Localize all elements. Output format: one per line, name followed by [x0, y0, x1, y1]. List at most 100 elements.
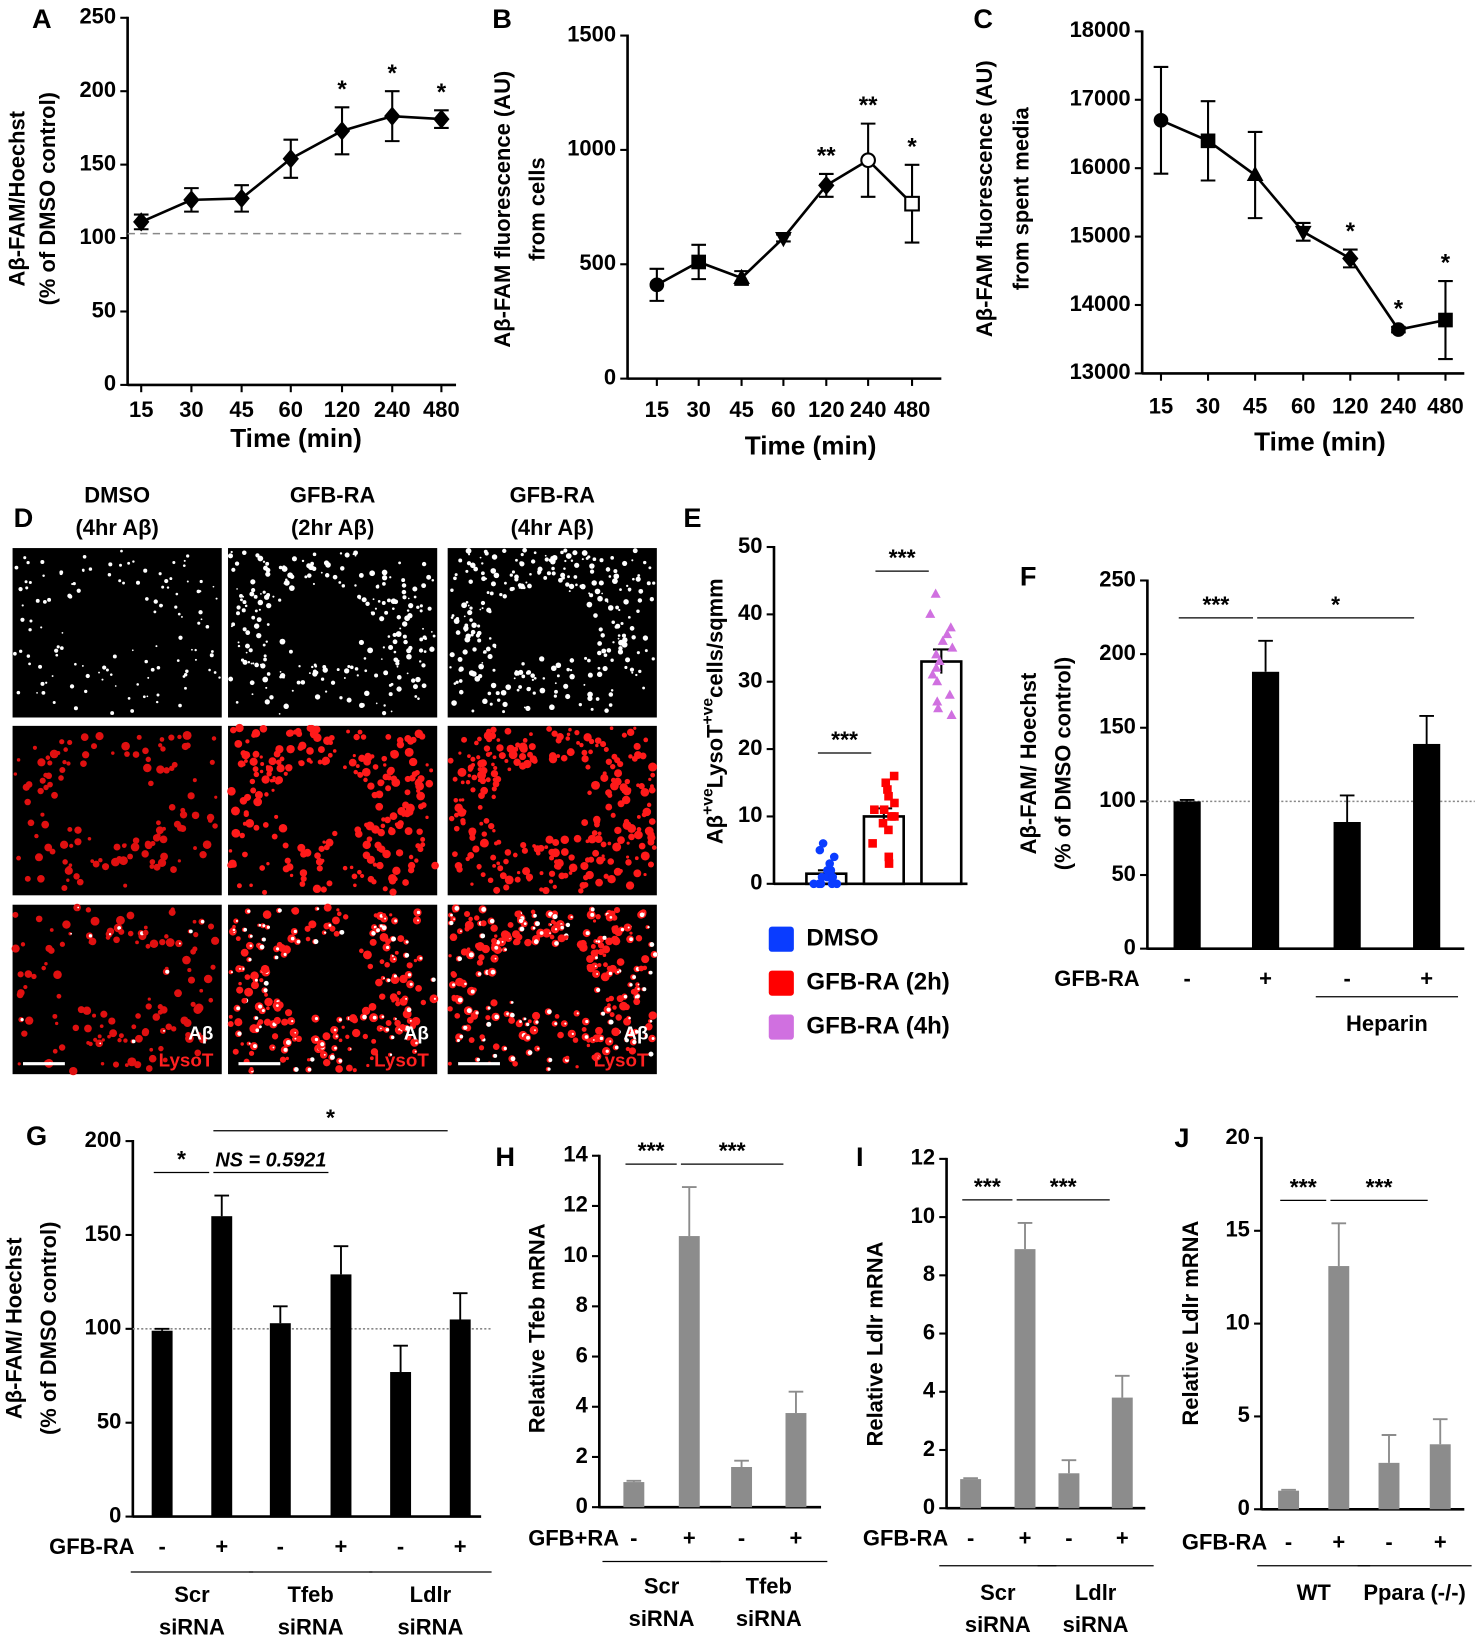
- puncta: [460, 948, 469, 956]
- y-axis-label: from spent media: [1009, 106, 1034, 290]
- puncta: [609, 1012, 615, 1018]
- puncta: [239, 832, 245, 839]
- puncta: [572, 550, 578, 556]
- puncta: [178, 703, 182, 708]
- puncta: [199, 579, 203, 584]
- y-axis-label: Aβ-FAM fluorescence (AU): [972, 60, 997, 337]
- puncta: [109, 673, 113, 676]
- puncta: [299, 881, 306, 887]
- puncta: [605, 1049, 609, 1053]
- puncta: [402, 595, 407, 600]
- puncta: [82, 554, 87, 559]
- puncta: [581, 558, 584, 561]
- puncta: [322, 664, 327, 669]
- puncta: [416, 791, 426, 801]
- error-bar: [452, 1292, 468, 1320]
- y-tick-label: 14000: [1070, 291, 1131, 316]
- puncta: [238, 981, 242, 986]
- marker: [282, 149, 299, 169]
- marker: [233, 188, 250, 209]
- puncta: [389, 888, 397, 896]
- puncta: [605, 937, 613, 946]
- puncta: [358, 573, 364, 578]
- puncta: [473, 566, 478, 572]
- puncta: [480, 933, 486, 939]
- puncta: [158, 1045, 164, 1052]
- x-tick-label: 60: [1291, 394, 1315, 419]
- micrograph: [447, 725, 657, 896]
- condition-label: +: [1332, 1530, 1345, 1555]
- puncta: [456, 866, 463, 873]
- puncta: [135, 940, 139, 945]
- puncta: [51, 791, 58, 799]
- puncta: [421, 583, 427, 589]
- puncta: [635, 982, 640, 987]
- puncta: [283, 1047, 288, 1052]
- puncta: [590, 912, 595, 917]
- puncta: [28, 581, 32, 585]
- puncta: [278, 565, 283, 570]
- y-tick-label: 12: [911, 1145, 935, 1170]
- puncta: [322, 1032, 331, 1041]
- puncta: [409, 1022, 417, 1030]
- puncta: [542, 886, 550, 895]
- puncta: [432, 634, 436, 638]
- condition-label: +: [1420, 966, 1433, 991]
- error-bar: [1114, 1374, 1130, 1398]
- puncta: [452, 851, 458, 858]
- y-tick-label: 16000: [1070, 154, 1131, 179]
- error-bar: [333, 1245, 349, 1275]
- puncta: [601, 592, 603, 595]
- puncta: [142, 695, 146, 699]
- puncta: [389, 913, 393, 917]
- puncta: [320, 571, 323, 574]
- puncta: [85, 673, 90, 679]
- puncta: [586, 963, 596, 973]
- puncta: [16, 758, 21, 762]
- puncta: [71, 582, 74, 586]
- puncta: [476, 1057, 481, 1062]
- group-label: siRNA: [159, 1614, 225, 1639]
- puncta: [551, 566, 555, 571]
- puncta: [112, 1061, 120, 1068]
- puncta: [277, 908, 282, 913]
- puncta: [196, 589, 201, 594]
- puncta: [380, 1027, 382, 1030]
- puncta: [416, 828, 423, 835]
- group-label: Scr: [980, 1580, 1016, 1605]
- puncta: [92, 1013, 97, 1018]
- puncta: [589, 674, 593, 678]
- puncta: [490, 924, 498, 932]
- puncta: [421, 663, 426, 668]
- puncta: [61, 631, 64, 634]
- puncta: [592, 970, 601, 978]
- puncta: [253, 771, 260, 778]
- puncta: [529, 755, 538, 763]
- puncta: [420, 836, 426, 842]
- puncta: [402, 801, 410, 809]
- puncta: [529, 732, 533, 737]
- puncta: [609, 916, 613, 919]
- puncta: [414, 695, 418, 698]
- puncta: [35, 598, 40, 603]
- puncta: [604, 598, 609, 602]
- puncta: [526, 1035, 530, 1040]
- marker: [817, 872, 827, 882]
- puncta: [578, 703, 582, 707]
- puncta: [369, 1056, 374, 1061]
- puncta: [612, 578, 618, 585]
- puncta: [54, 1021, 59, 1026]
- puncta: [634, 751, 642, 759]
- puncta: [59, 739, 65, 745]
- puncta: [260, 964, 270, 974]
- puncta: [271, 1033, 279, 1040]
- x-tick-label: 480: [894, 397, 931, 422]
- y-axis-label-part: +ve: [699, 698, 716, 725]
- y-tick-label: 100: [85, 1315, 122, 1340]
- puncta: [611, 1027, 620, 1037]
- column-title: DMSO: [84, 483, 150, 508]
- puncta: [549, 704, 555, 711]
- puncta: [340, 566, 345, 571]
- puncta: [186, 554, 190, 558]
- puncta: [548, 848, 556, 856]
